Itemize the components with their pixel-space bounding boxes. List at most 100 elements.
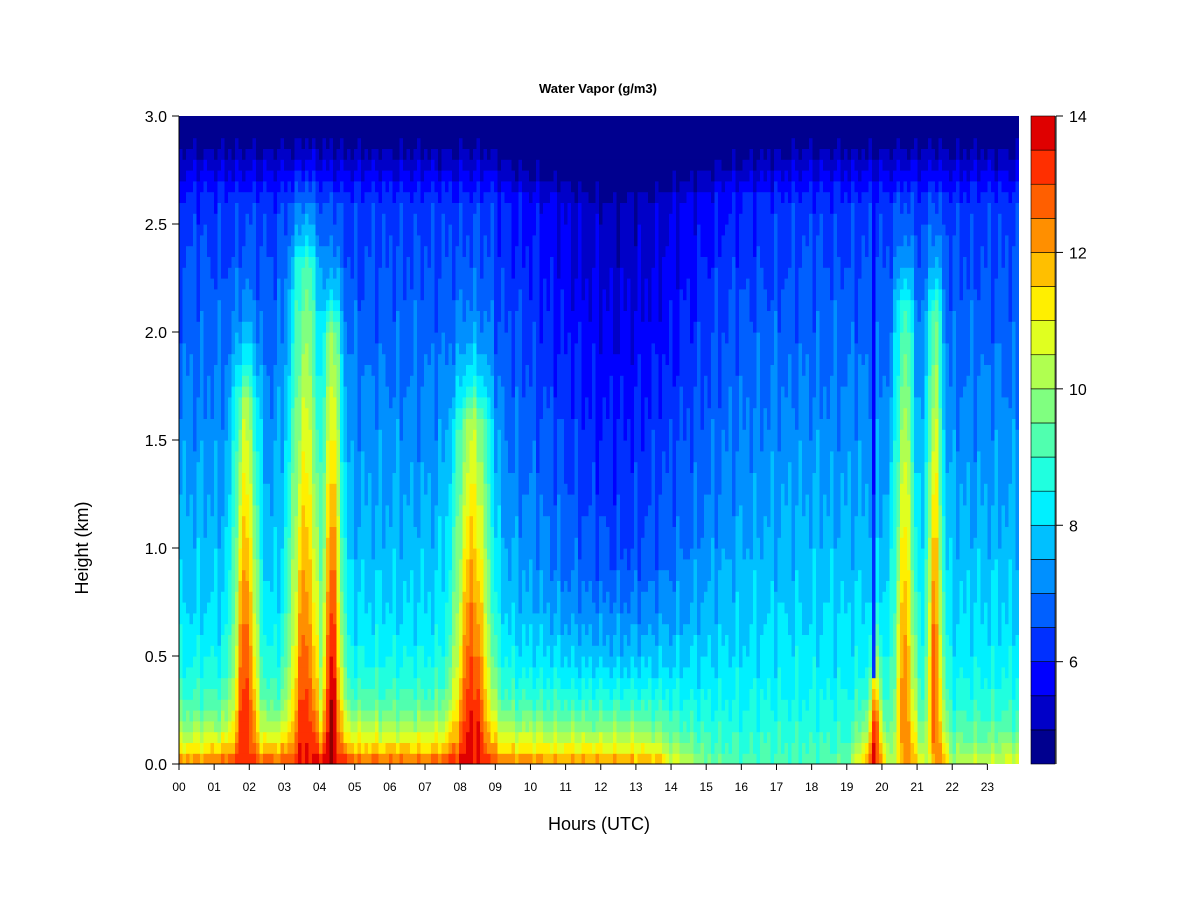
heatmap-cell <box>330 613 334 624</box>
heatmap-cell <box>197 710 201 721</box>
heatmap-cell <box>414 462 418 473</box>
heatmap-cell <box>302 602 306 613</box>
heatmap-cell <box>368 667 372 678</box>
heatmap-cell <box>400 613 404 624</box>
heatmap-cell <box>225 116 229 127</box>
heatmap-cell <box>438 364 442 375</box>
heatmap-cell <box>347 159 351 170</box>
heatmap-cell <box>316 559 320 570</box>
heatmap-cell <box>466 138 470 149</box>
heatmap-cell <box>232 310 236 321</box>
heatmap-cell <box>312 548 316 559</box>
heatmap-cell <box>393 688 397 699</box>
heatmap-cell <box>463 202 467 213</box>
heatmap-cell <box>424 494 428 505</box>
heatmap-cell <box>204 267 208 278</box>
heatmap-cell <box>326 429 330 440</box>
heatmap-cell <box>221 310 225 321</box>
heatmap-cell <box>435 602 439 613</box>
heatmap-cell <box>337 364 341 375</box>
heatmap-cell <box>249 397 253 408</box>
heatmap-cell <box>316 418 320 429</box>
heatmap-cell <box>260 688 264 699</box>
heatmap-cell <box>421 451 425 462</box>
heatmap-cell <box>256 472 260 483</box>
heatmap-cell <box>305 591 309 602</box>
heatmap-cell <box>284 310 288 321</box>
heatmap-cell <box>361 375 365 386</box>
heatmap-cell <box>281 721 285 732</box>
heatmap-cell <box>316 148 320 159</box>
heatmap-cell <box>337 699 341 710</box>
heatmap-cell <box>372 213 376 224</box>
heatmap-cell <box>183 483 187 494</box>
heatmap-cell <box>249 753 253 764</box>
heatmap-cell <box>214 170 218 181</box>
heatmap-cell <box>319 386 323 397</box>
heatmap-cell <box>302 138 306 149</box>
heatmap-cell <box>323 451 327 462</box>
heatmap-cell <box>333 397 337 408</box>
heatmap-cell <box>428 634 432 645</box>
heatmap-cell <box>246 742 250 753</box>
heatmap-cell <box>379 645 383 656</box>
heatmap-cell <box>326 624 330 635</box>
heatmap-cell <box>431 613 435 624</box>
heatmap-cell <box>253 548 257 559</box>
heatmap-cell <box>232 602 236 613</box>
heatmap-cell <box>221 462 225 473</box>
heatmap-cell <box>218 354 222 365</box>
heatmap-cell <box>361 548 365 559</box>
heatmap-cell <box>183 591 187 602</box>
heatmap-cell <box>323 116 327 127</box>
heatmap-cell <box>351 321 355 332</box>
heatmap-cell <box>421 699 425 710</box>
heatmap-cell <box>284 462 288 473</box>
heatmap-cell <box>379 213 383 224</box>
heatmap-cell <box>270 418 274 429</box>
heatmap-cell <box>228 235 232 246</box>
heatmap-cell <box>354 418 358 429</box>
heatmap-cell <box>400 256 404 267</box>
heatmap-cell <box>389 440 393 451</box>
heatmap-cell <box>179 300 183 311</box>
heatmap-cell <box>393 591 397 602</box>
heatmap-cell <box>249 624 253 635</box>
heatmap-cell <box>246 570 250 581</box>
heatmap-cell <box>358 321 362 332</box>
heatmap-cell <box>305 753 309 764</box>
heatmap-cell <box>323 559 327 570</box>
heatmap-cell <box>445 516 449 527</box>
heatmap-cell <box>295 678 299 689</box>
heatmap-cell <box>291 656 295 667</box>
heatmap-cell <box>358 570 362 581</box>
heatmap-cell <box>358 613 362 624</box>
heatmap-cell <box>424 181 428 192</box>
heatmap-cell <box>403 127 407 138</box>
heatmap-cell <box>305 721 309 732</box>
heatmap-cell <box>333 246 337 257</box>
heatmap-cell <box>466 624 470 635</box>
heatmap-cell <box>302 289 306 300</box>
heatmap-cell <box>347 656 351 667</box>
heatmap-cell <box>270 235 274 246</box>
heatmap-cell <box>221 516 225 527</box>
heatmap-cell <box>358 354 362 365</box>
heatmap-cell <box>344 559 348 570</box>
heatmap-cell <box>445 656 449 667</box>
heatmap-cell <box>438 138 442 149</box>
heatmap-cell <box>396 148 400 159</box>
heatmap-cell <box>470 732 474 743</box>
heatmap-cell <box>466 688 470 699</box>
heatmap-cell <box>295 516 299 527</box>
heatmap-cell <box>459 440 463 451</box>
heatmap-cell <box>221 656 225 667</box>
heatmap-cell <box>435 440 439 451</box>
heatmap-cell <box>309 656 313 667</box>
heatmap-cell <box>274 181 278 192</box>
heatmap-cell <box>183 192 187 203</box>
heatmap-cell <box>379 580 383 591</box>
heatmap-cell <box>379 732 383 743</box>
heatmap-cell <box>379 570 383 581</box>
heatmap-cell <box>274 300 278 311</box>
